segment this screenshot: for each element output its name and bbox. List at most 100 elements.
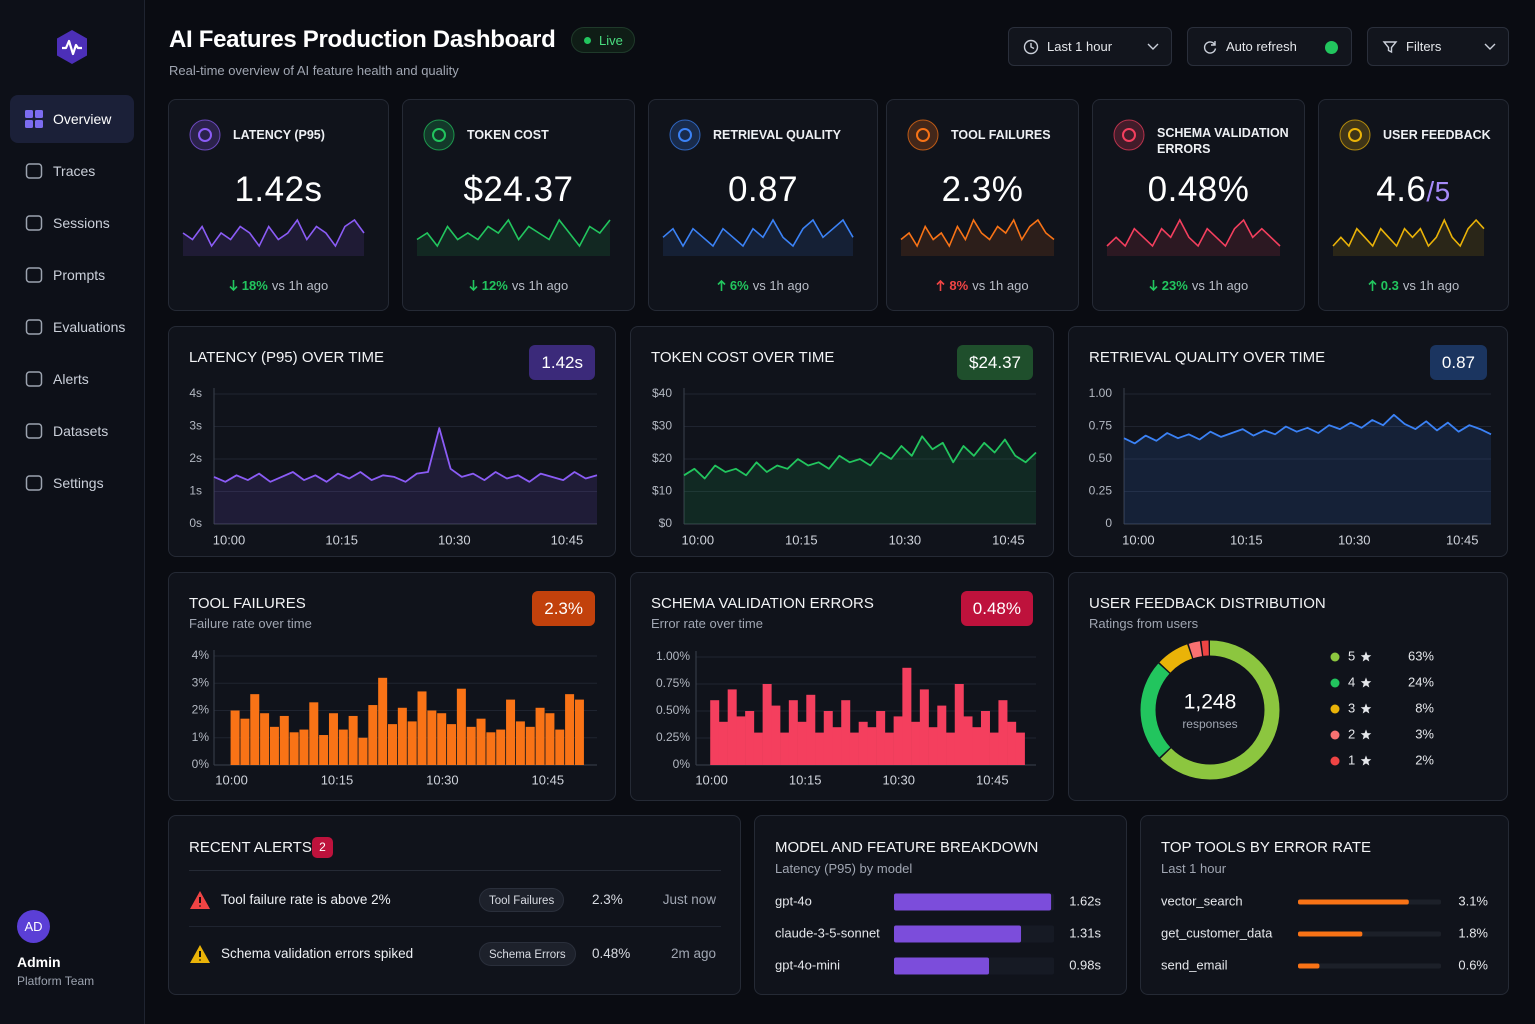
nav-item[interactable]: Traces xyxy=(10,147,134,195)
graphic: 0 0.25 0.50 0.75 1.00 10:00 10:15 10:30 10:45 xyxy=(1089,386,1492,547)
nav-item[interactable]: Datasets xyxy=(10,407,134,455)
y-tick-label: 4% xyxy=(192,648,210,662)
row-value: 1.8% xyxy=(1458,925,1488,940)
kpi-value-text: 2.3% xyxy=(941,170,1024,209)
sparkline-area xyxy=(663,220,853,256)
status-dot xyxy=(584,37,591,44)
bar xyxy=(736,716,746,765)
nav-label: Evaluations xyxy=(53,319,126,335)
control-label: Filters xyxy=(1406,39,1442,54)
card: TOOL FAILURES Failure rate over time 2.3% 0… xyxy=(168,572,616,801)
nav-item[interactable]: Overview xyxy=(10,95,134,143)
bar xyxy=(841,700,851,765)
control-button[interactable]: Last 1 hour xyxy=(1008,27,1172,66)
bar xyxy=(753,732,763,765)
graphic xyxy=(25,163,43,179)
alert-time: Just now xyxy=(662,892,716,907)
legend-star xyxy=(1360,755,1372,766)
x-tick-label: 10:00 xyxy=(213,532,246,547)
kpi-label: SCHEMA VALIDATION ERRORS xyxy=(1157,126,1289,156)
bar xyxy=(797,721,807,765)
kpi-comparison: vs 1h ago xyxy=(271,278,329,293)
nav-item[interactable]: Settings xyxy=(10,459,134,507)
graphic: 0% 1% 2% 3% 4% 10:00 10:15 10:30 10:45 xyxy=(192,648,597,787)
graphic xyxy=(1332,218,1485,256)
page-title: AI Features Production Dashboard xyxy=(169,26,556,53)
donut-caption: responses xyxy=(1182,717,1237,731)
control-button[interactable]: Auto refresh xyxy=(1187,27,1352,66)
nav-item[interactable]: Evaluations xyxy=(10,303,134,351)
kpi-value: 2.3% xyxy=(887,170,1078,210)
bar xyxy=(919,689,929,765)
bar xyxy=(963,716,973,765)
y-tick-label: 3% xyxy=(192,675,210,689)
bar xyxy=(832,727,842,765)
clock-icon xyxy=(1023,39,1039,55)
chart-title: LATENCY (P95) OVER TIME xyxy=(189,349,385,366)
graphic xyxy=(669,119,701,151)
legend-value: 2% xyxy=(1415,752,1434,767)
legend-value: 24% xyxy=(1408,674,1434,689)
change-arrow xyxy=(1149,280,1158,292)
bar xyxy=(718,721,728,765)
change-arrow xyxy=(936,279,945,291)
bar xyxy=(745,711,755,765)
x-tick-label: 10:45 xyxy=(551,532,584,547)
bar xyxy=(894,957,990,975)
bar xyxy=(771,705,781,765)
bar xyxy=(780,732,790,765)
card: TOKEN COST $24.37 12% vs 1h ago xyxy=(402,99,635,311)
card: SCHEMA VALIDATION ERRORS Error rate over … xyxy=(630,572,1054,801)
value-badge: 0.48% xyxy=(960,591,1033,626)
user-name: Admin xyxy=(17,954,61,970)
graphic xyxy=(1382,41,1398,54)
bar xyxy=(876,711,886,765)
bar xyxy=(823,711,833,765)
kpi-icon xyxy=(669,119,701,151)
page-subtitle: Real-time overview of AI feature health … xyxy=(169,63,459,78)
nav-item[interactable]: Sessions xyxy=(10,199,134,247)
y-tick-label: 1% xyxy=(192,730,210,744)
sidebar: Overview Traces Sessions Prompts Evaluations… xyxy=(0,0,145,1024)
kpi-value-text: 0.48% xyxy=(1147,170,1250,209)
sparkline-area xyxy=(901,220,1054,256)
bar xyxy=(358,737,368,765)
y-tick-label: $10 xyxy=(652,484,672,498)
legend-star xyxy=(1360,703,1372,714)
control-button[interactable]: Filters xyxy=(1367,27,1509,66)
sparkline xyxy=(900,218,1055,248)
y-tick-label: 0.75 xyxy=(1089,419,1113,433)
graphic xyxy=(1484,43,1496,50)
section-title: RECENT ALERTS xyxy=(189,839,312,856)
nav-item[interactable]: Prompts xyxy=(10,251,134,299)
x-tick-label: 10:15 xyxy=(789,772,822,787)
arrow xyxy=(1149,280,1158,292)
value-badge: $24.37 xyxy=(957,345,1033,380)
bar xyxy=(279,715,289,765)
kpi-comparison: vs 1h ago xyxy=(1402,278,1460,293)
x-tick-label: 10:30 xyxy=(882,772,915,787)
chart-title: RETRIEVAL QUALITY OVER TIME xyxy=(1089,349,1326,366)
logo-wave xyxy=(62,39,82,56)
kpi-change-value: 8% xyxy=(949,278,969,293)
nav-item[interactable]: Alerts xyxy=(10,355,134,403)
bar xyxy=(867,727,877,765)
y-tick-label: 2s xyxy=(189,451,202,465)
kpi-icon-core xyxy=(678,128,692,142)
kpi-change: 8% vs 1h ago xyxy=(887,278,1078,293)
graphic: vector_search 3.1% get_customer_data 1.8% se… xyxy=(1161,893,1488,972)
area-fill xyxy=(1124,414,1491,524)
bar xyxy=(1298,899,1409,905)
y-tick-label: 0.50 xyxy=(1089,451,1113,465)
bar xyxy=(1298,963,1320,969)
legend-value: 63% xyxy=(1408,648,1434,663)
bar xyxy=(397,707,407,765)
bar xyxy=(989,732,999,765)
nav-icon xyxy=(25,215,43,231)
graphic xyxy=(25,267,43,283)
bar xyxy=(486,732,496,765)
graphic xyxy=(423,119,455,151)
y-tick-label: 0.25% xyxy=(656,730,690,744)
section-title: MODEL AND FEATURE BREAKDOWN xyxy=(775,839,1039,856)
